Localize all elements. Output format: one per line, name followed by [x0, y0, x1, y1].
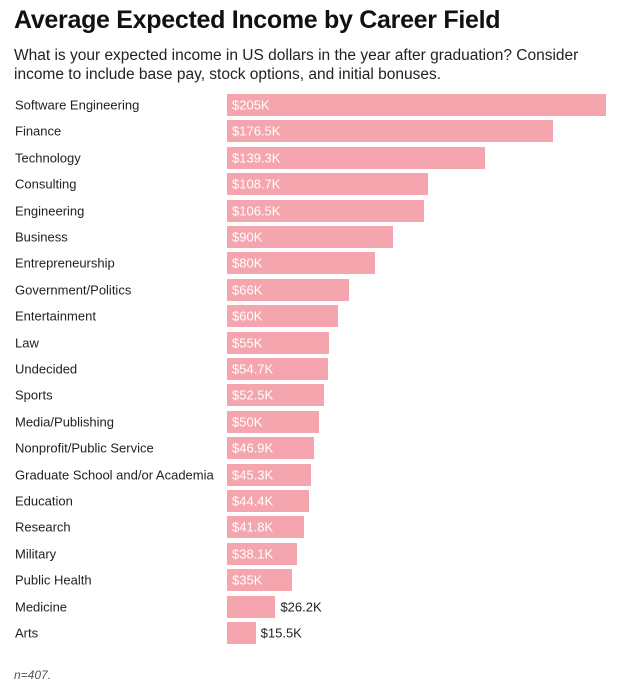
bar: [227, 384, 325, 407]
bar: [227, 146, 485, 169]
category-label: Undecided: [15, 361, 78, 377]
value-label: $46.9K: [232, 440, 274, 456]
value-label: $54.7K: [232, 361, 274, 377]
sample-size-note: n=407.: [14, 668, 52, 682]
category-label: Education: [15, 493, 73, 509]
bar: [227, 622, 256, 644]
category-label: Nonprofit/Public Service: [15, 440, 154, 456]
bar: [227, 490, 310, 512]
category-label: Government/Politics: [15, 282, 132, 298]
value-label: $90K: [232, 229, 263, 245]
category-label: Arts: [15, 625, 39, 641]
bar: [227, 358, 329, 380]
value-label: $60K: [232, 308, 263, 324]
bar: [227, 410, 320, 433]
bar: [227, 305, 338, 328]
chart-title: Average Expected Income by Career Field: [14, 6, 501, 34]
value-label: $35K: [232, 572, 263, 588]
bar: [227, 199, 424, 222]
value-label: $66K: [232, 282, 263, 298]
category-label: Software Engineering: [15, 97, 140, 113]
value-label: $108.7K: [232, 176, 281, 192]
category-label: Military: [15, 546, 57, 562]
bar: [227, 437, 314, 460]
value-label: $176.5K: [232, 123, 281, 139]
value-label: $50K: [232, 414, 263, 430]
bar: [227, 516, 305, 539]
bar-chart: Software Engineering $205K Finance $176.5K T…: [0, 92, 622, 652]
value-label: $26.2K: [280, 599, 322, 615]
value-label: $38.1K: [232, 546, 274, 562]
category-label: Finance: [15, 123, 62, 139]
value-label: $45.3K: [232, 467, 274, 483]
category-label: Engineering: [15, 203, 85, 219]
value-label: $205K: [232, 97, 270, 113]
bar: [227, 252, 375, 275]
category-label: Research: [15, 519, 71, 535]
category-label: Graduate School and/or Academia: [15, 467, 214, 483]
category-label: Technology: [15, 150, 81, 166]
bar: [227, 94, 606, 116]
bar: [227, 173, 428, 196]
value-label: $139.3K: [232, 150, 281, 166]
value-label: $55K: [232, 335, 263, 351]
value-label: $41.8K: [232, 519, 274, 535]
bar: [227, 226, 394, 248]
bar: [227, 569, 292, 592]
category-label: Sports: [15, 387, 53, 403]
value-label: $80K: [232, 255, 263, 271]
bar: [227, 595, 276, 618]
category-label: Public Health: [15, 572, 92, 588]
bar: [227, 120, 554, 143]
category-label: Business: [15, 229, 68, 245]
value-label: $52.5K: [232, 387, 274, 403]
chart-subtitle: What is your expected income in US dolla…: [14, 47, 579, 83]
bar: [227, 331, 329, 354]
bar: [227, 278, 350, 301]
bar: [227, 542, 298, 565]
category-label: Law: [15, 335, 39, 351]
value-label: $106.5K: [232, 203, 281, 219]
category-label: Entrepreneurship: [15, 255, 115, 271]
category-label: Media/Publishing: [15, 414, 115, 430]
category-label: Medicine: [15, 599, 68, 615]
category-label: Entertainment: [15, 308, 96, 324]
value-label: $44.4K: [232, 493, 274, 509]
value-label: $15.5K: [260, 625, 302, 641]
bar: [227, 463, 311, 486]
category-label: Consulting: [15, 176, 77, 192]
